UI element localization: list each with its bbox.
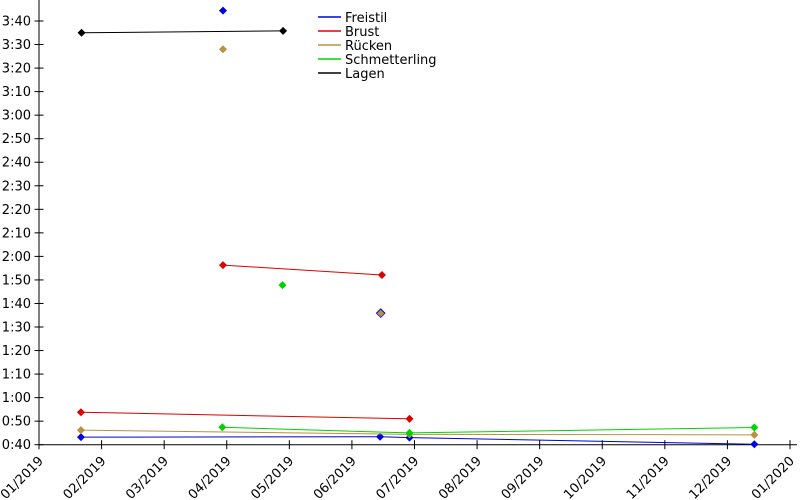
series-line bbox=[80, 436, 755, 445]
legend-label: Schmetterling bbox=[345, 53, 437, 68]
series-brust bbox=[76, 261, 414, 423]
data-point-diamond bbox=[750, 440, 759, 449]
y-tick-label: 2:00 bbox=[2, 250, 31, 265]
x-tick-label: 08/2019 bbox=[436, 454, 485, 500]
y-tick-label: 2:20 bbox=[2, 203, 31, 218]
y-tick-label: 0:50 bbox=[2, 415, 31, 430]
x-axis-ticks: 01/2019 02/2019 03/2019 04/2019 05/2019 06/20… bbox=[0, 440, 798, 500]
legend-item-brust: Brust bbox=[318, 25, 379, 40]
legend-label: Rücken bbox=[345, 39, 392, 54]
y-tick-label: 3:00 bbox=[2, 109, 31, 124]
y-tick-label: 3:40 bbox=[2, 14, 31, 29]
series-line bbox=[80, 411, 410, 420]
legend-label: Lagen bbox=[345, 67, 385, 82]
x-tick-label: 12/2019 bbox=[686, 454, 735, 500]
x-tick-label: 04/2019 bbox=[186, 454, 235, 500]
x-tick-label: 09/2019 bbox=[499, 454, 548, 500]
data-point-diamond bbox=[218, 423, 227, 432]
series-schmetterling bbox=[218, 281, 759, 437]
y-tick-label: 3:30 bbox=[2, 38, 31, 53]
y-tick-label: 3:10 bbox=[2, 85, 31, 100]
data-point-diamond bbox=[218, 45, 228, 54]
data-point-diamond bbox=[376, 432, 385, 441]
legend-label: Brust bbox=[345, 25, 379, 40]
data-point-diamond bbox=[376, 309, 385, 318]
y-tick-label: 1:30 bbox=[2, 321, 31, 336]
x-tick-label: 01/2019 bbox=[0, 454, 47, 500]
data-point-diamond bbox=[218, 6, 228, 15]
data-point-diamond bbox=[77, 28, 86, 37]
data-point-diamond bbox=[218, 261, 228, 270]
y-tick-label: 1:00 bbox=[2, 391, 31, 406]
data-point-diamond bbox=[278, 281, 287, 290]
y-tick-label: 1:20 bbox=[2, 344, 31, 359]
series-line bbox=[81, 30, 284, 34]
legend-label: Freistil bbox=[345, 11, 387, 26]
y-tick-label: 2:10 bbox=[2, 226, 31, 241]
y-tick-label: 1:50 bbox=[2, 273, 31, 288]
data-point-diamond bbox=[405, 428, 414, 437]
legend-item-lagen: Lagen bbox=[318, 67, 385, 82]
y-tick-label: 1:10 bbox=[2, 368, 31, 383]
data-point-diamond bbox=[279, 26, 288, 35]
x-tick-label: 05/2019 bbox=[248, 454, 297, 500]
y-tick-label: 1:40 bbox=[2, 297, 31, 312]
series-r-cken bbox=[76, 45, 759, 439]
series-line bbox=[222, 264, 382, 276]
series-lagen bbox=[77, 26, 288, 37]
data-point-diamond bbox=[377, 270, 386, 279]
y-tick-label: 0:40 bbox=[2, 438, 31, 453]
y-tick-label: 2:30 bbox=[2, 179, 31, 194]
data-point-diamond bbox=[750, 423, 759, 432]
axes bbox=[38, 0, 797, 446]
data-point-diamond bbox=[405, 414, 414, 423]
series-line bbox=[222, 426, 755, 434]
legend-item-r-cken: Rücken bbox=[318, 39, 392, 54]
y-tick-label: 3:20 bbox=[2, 62, 31, 77]
legend-item-freistil: Freistil bbox=[318, 11, 387, 26]
x-tick-label: 01/2020 bbox=[749, 454, 798, 500]
series-freistil bbox=[76, 6, 759, 449]
x-tick-label: 10/2019 bbox=[561, 454, 610, 500]
y-axis-ticks: 0:40 0:50 1:00 1:10 1:20 1:30 1:40 1:50 2:00 2:10… bbox=[2, 14, 44, 453]
data-point-diamond bbox=[76, 426, 85, 435]
legend-item-schmetterling: Schmetterling bbox=[318, 53, 437, 68]
x-tick-label: 07/2019 bbox=[374, 454, 423, 500]
data-point-diamond bbox=[750, 430, 759, 439]
x-tick-label: 02/2019 bbox=[61, 454, 110, 500]
data-point-diamond bbox=[76, 408, 85, 417]
y-tick-label: 2:50 bbox=[2, 132, 31, 147]
x-tick-label: 11/2019 bbox=[624, 454, 673, 500]
x-tick-label: 06/2019 bbox=[311, 454, 360, 500]
y-tick-label: 2:40 bbox=[2, 156, 31, 171]
data-point-diamond bbox=[76, 433, 85, 442]
x-tick-label: 03/2019 bbox=[123, 454, 172, 500]
